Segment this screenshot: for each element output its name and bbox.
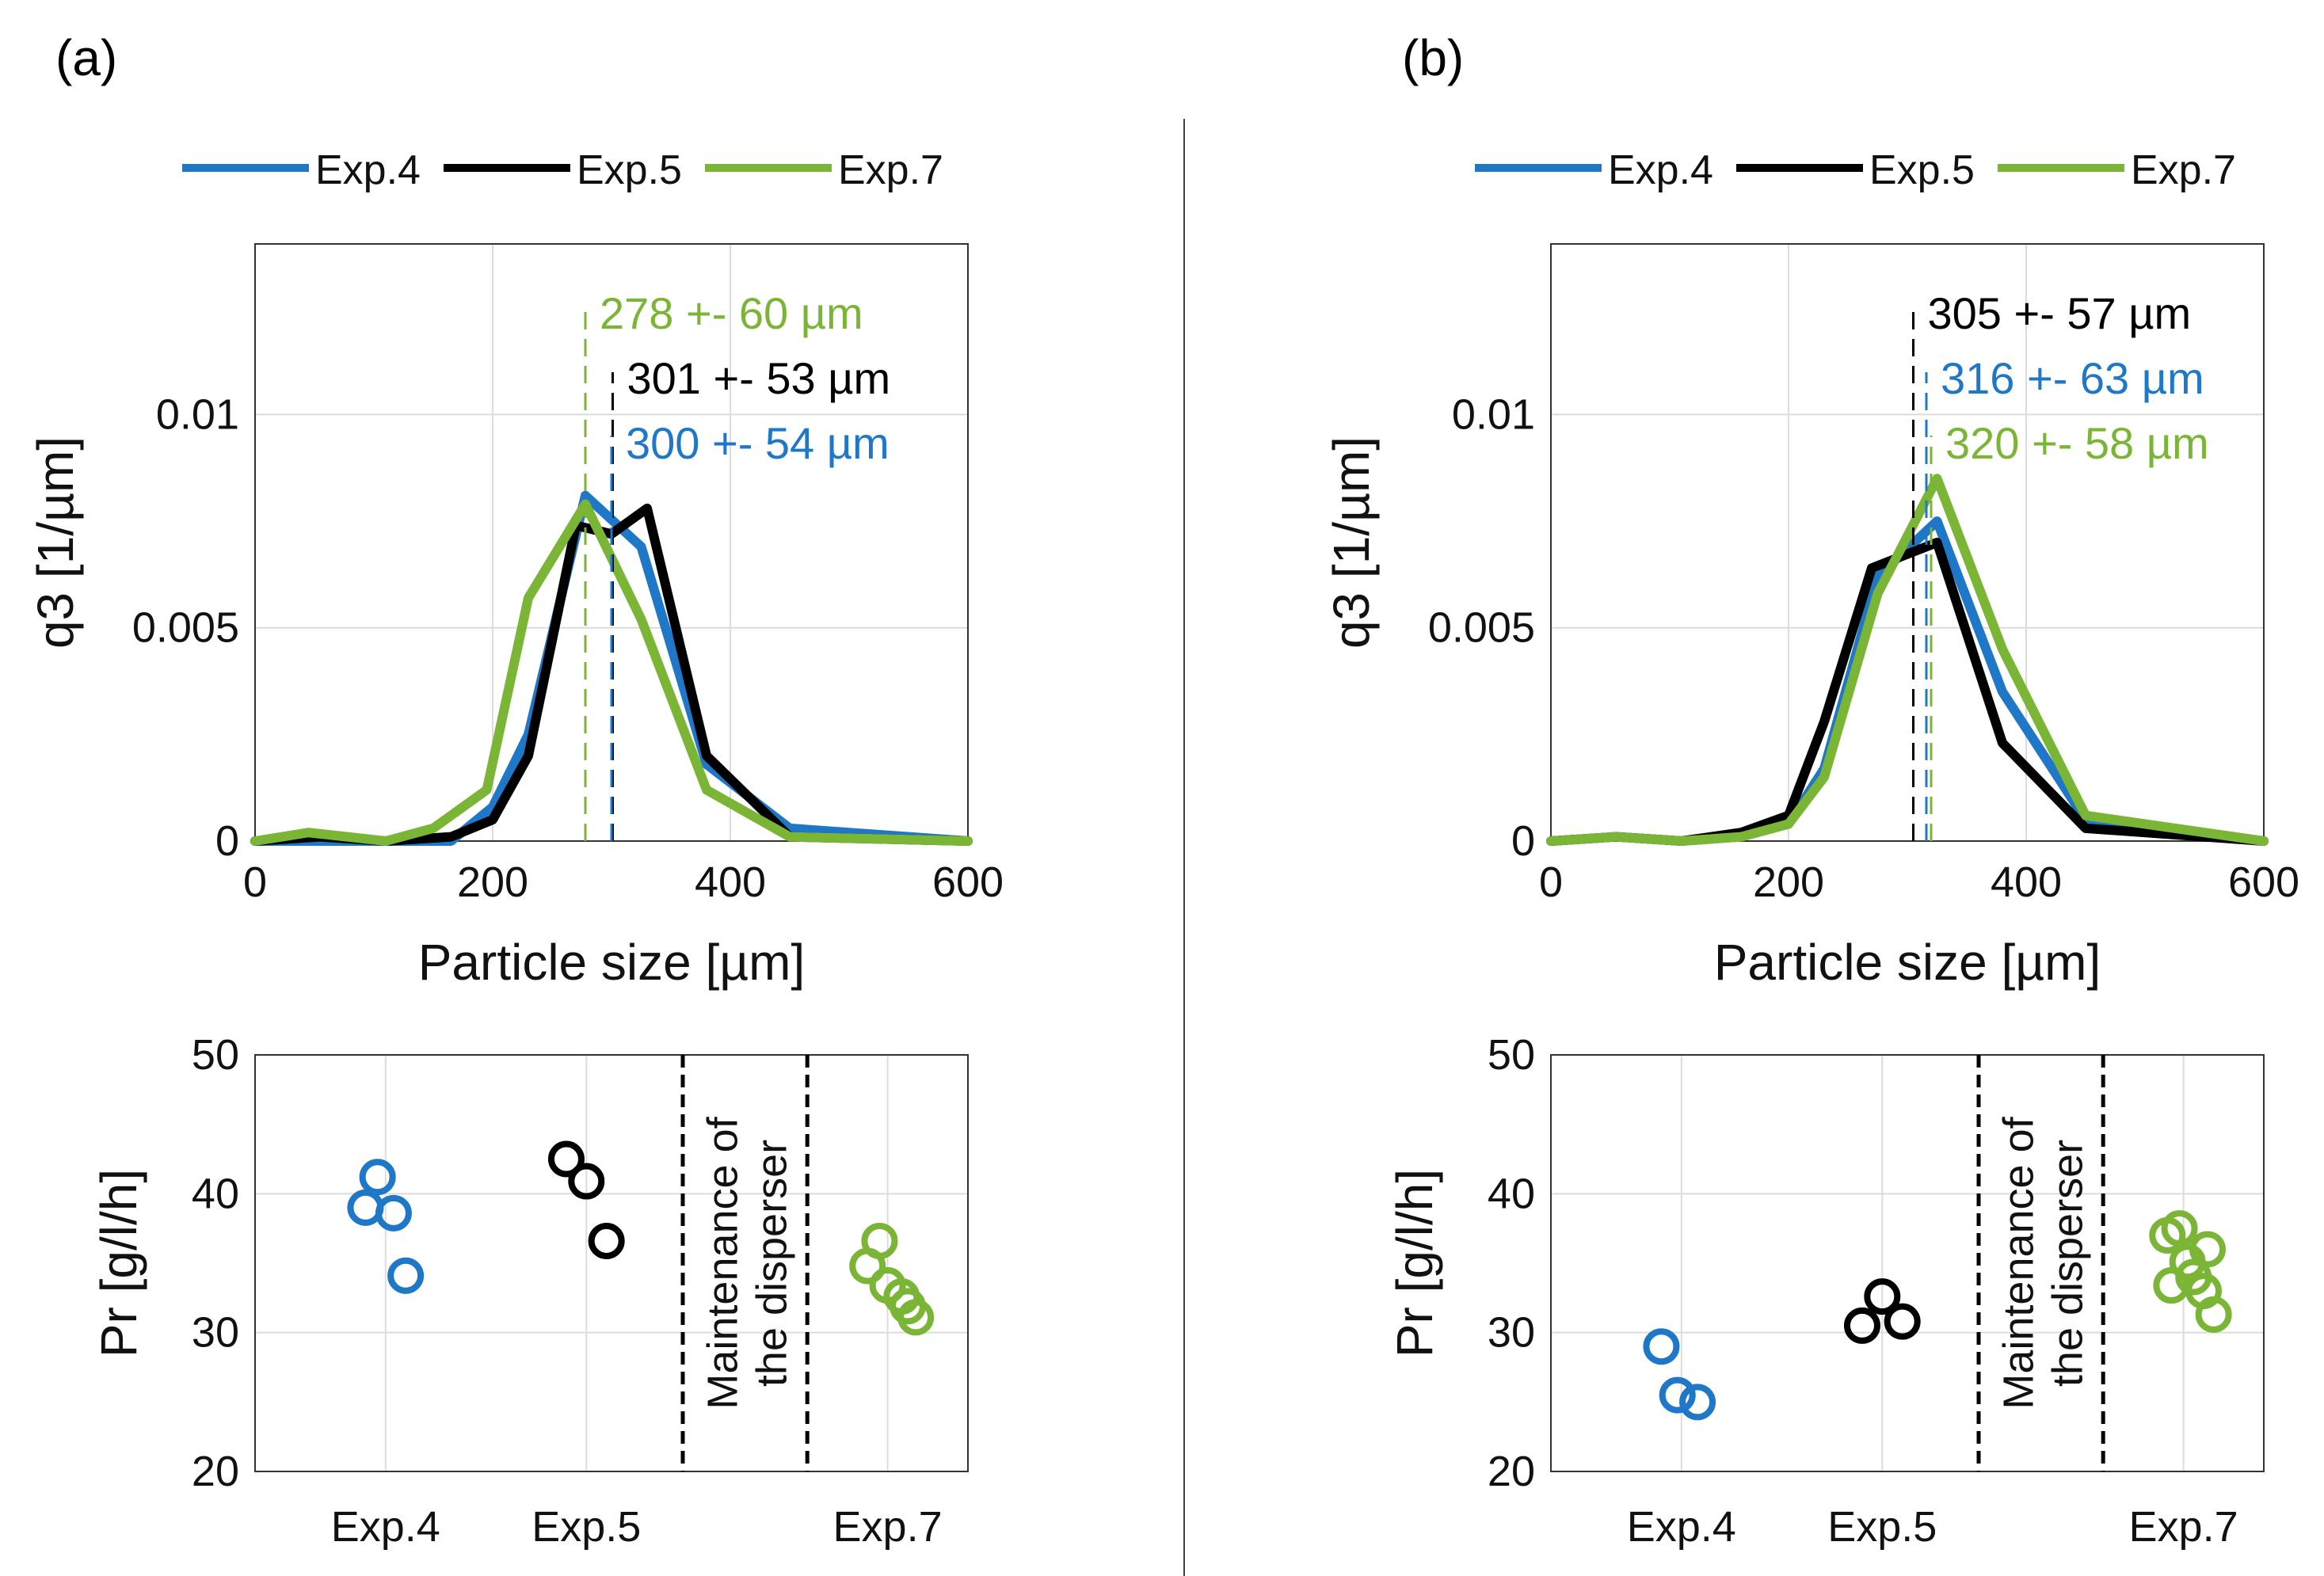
scatter-chart-b: 20 30 40 50 Exp.4 Exp.5 Exp.7 Pr [g/l/h] Mainten…	[1386, 1031, 2265, 1551]
maintenance-label-line2: the disperser	[749, 1140, 796, 1387]
scatter-point-exp4	[359, 1159, 396, 1196]
series-line-exp7	[250, 499, 973, 846]
axes-box	[1550, 1054, 2265, 1472]
scatter-point-exp4	[387, 1257, 425, 1294]
axes-box	[1550, 243, 2265, 842]
x-tick-label: 200	[1753, 858, 1824, 906]
scatter-point-exp5	[1884, 1303, 1921, 1340]
x-tick-label: 0	[1539, 858, 1563, 906]
line-chart-a: 0 200 400 600 0 0.005 0.01 Particle size [µm] q3…	[27, 147, 1004, 991]
scatter-point-exp7	[2189, 1231, 2227, 1268]
legend-entry: Exp.5	[577, 147, 682, 193]
y-tick-label: 30	[192, 1309, 239, 1357]
y-tick-label: 50	[1488, 1031, 1535, 1079]
x-tick-label: 600	[2228, 858, 2299, 906]
x-tick-label: 600	[932, 858, 1004, 906]
x-tick-label: 400	[1991, 858, 2062, 906]
x-category-label: Exp.7	[2129, 1503, 2238, 1551]
x-axis-label: Particle size [µm]	[1714, 934, 2101, 991]
scatter-point-exp5	[568, 1163, 605, 1200]
scatter-point-exp4	[1679, 1384, 1716, 1421]
panel-label-a: (a)	[55, 29, 117, 86]
y-tick-label: 0.01	[1452, 390, 1535, 438]
y-axis-label: q3 [1/µm]	[1323, 436, 1380, 649]
scatter-point-exp5	[547, 1140, 585, 1178]
legend-entry: Exp.5	[1869, 147, 1975, 193]
y-tick-label: 0.005	[1428, 604, 1535, 652]
y-tick-label: 0	[215, 817, 239, 865]
scatter-point-exp7	[2195, 1296, 2232, 1333]
y-tick-label: 50	[192, 1031, 239, 1079]
x-tick-label: 0	[243, 858, 267, 906]
median-annotation: 320 +- 58 µm	[1945, 418, 2209, 468]
y-tick-label: 40	[192, 1170, 239, 1217]
maintenance-label-line1: Maintenance of	[699, 1116, 747, 1409]
legend-entry: Exp.4	[1608, 147, 1713, 193]
x-category-label: Exp.5	[531, 1503, 641, 1551]
x-axis-label: Particle size [µm]	[418, 934, 806, 991]
series-line-exp7	[1546, 474, 2269, 846]
y-tick-label: 20	[192, 1448, 239, 1495]
scatter-point-exp4	[375, 1194, 412, 1231]
scatter-point-exp7	[2161, 1210, 2198, 1247]
scatter-point-exp7	[897, 1299, 935, 1336]
median-annotation: 300 +- 54 µm	[626, 418, 890, 468]
axes-box	[254, 1054, 969, 1472]
legend-entry: Exp.7	[2131, 147, 2236, 193]
panel-label-b: (b)	[1402, 29, 1464, 86]
y-tick-label: 30	[1488, 1309, 1535, 1357]
legend-entry: Exp.4	[315, 147, 421, 193]
median-annotation: 305 +- 57 µm	[1928, 288, 2192, 338]
scatter-chart-a: 20 30 40 50 Exp.4 Exp.5 Exp.7 Pr [g/l/h] Mainten…	[90, 1031, 969, 1551]
x-category-label: Exp.5	[1827, 1503, 1937, 1551]
x-category-label: Exp.7	[833, 1503, 943, 1551]
x-tick-label: 400	[695, 858, 766, 906]
scatter-point-exp4	[1659, 1376, 1696, 1414]
x-category-label: Exp.4	[331, 1503, 440, 1551]
y-axis-label: Pr [g/l/h]	[90, 1169, 147, 1357]
maintenance-label-line2: the disperser	[2044, 1140, 2092, 1387]
median-annotation: 301 +- 53 µm	[627, 353, 891, 403]
x-tick-label: 200	[457, 858, 528, 906]
x-category-label: Exp.4	[1627, 1503, 1736, 1551]
maintenance-label-line1: Maintenance of	[1995, 1116, 2043, 1409]
y-tick-label: 0.005	[132, 604, 239, 652]
line-chart-b: 0 200 400 600 0 0.005 0.01 Particle size [µm] q3…	[1323, 147, 2299, 991]
y-axis-label: Pr [g/l/h]	[1386, 1169, 1443, 1357]
scatter-point-exp5	[588, 1222, 625, 1259]
y-tick-label: 0	[1511, 817, 1535, 865]
y-tick-label: 40	[1488, 1170, 1535, 1217]
median-annotation: 278 +- 60 µm	[600, 288, 863, 338]
scatter-point-exp4	[1643, 1328, 1680, 1365]
scatter-point-exp7	[861, 1222, 898, 1259]
median-annotation: 316 +- 63 µm	[1941, 353, 2204, 403]
legend-entry: Exp.7	[838, 147, 943, 193]
scatter-point-exp5	[1864, 1278, 1901, 1315]
y-tick-label: 20	[1488, 1448, 1535, 1495]
y-axis-label: q3 [1/µm]	[27, 436, 84, 649]
y-tick-label: 0.01	[156, 390, 239, 438]
scatter-point-exp5	[1843, 1307, 1880, 1344]
